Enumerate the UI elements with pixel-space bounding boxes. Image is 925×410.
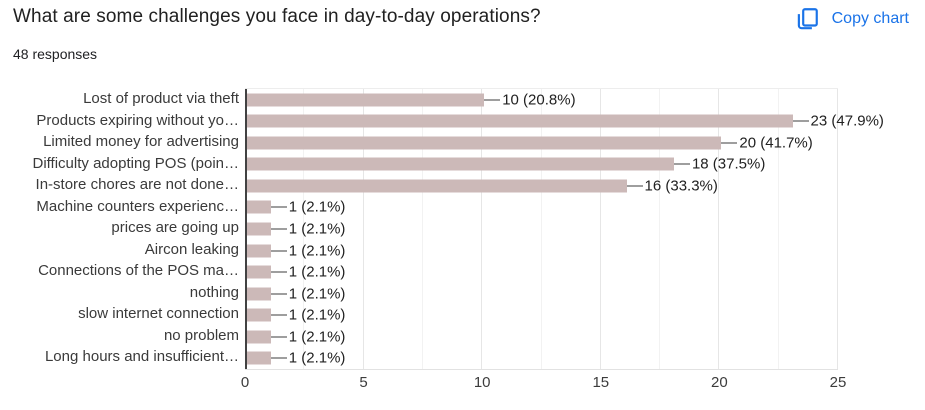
major-gridline: [718, 89, 720, 369]
major-gridline: [599, 89, 601, 369]
annotation-stem: [270, 206, 287, 209]
minor-gridline: [540, 89, 542, 369]
bar: [247, 265, 271, 279]
category-label: Difficulty adopting POS (poin…: [32, 154, 240, 172]
bar-row: 1 (2.1%): [245, 197, 838, 219]
bar-row: 1 (2.1%): [245, 283, 838, 305]
value-axis-baseline: [245, 89, 247, 369]
bar-row: 16 (33.3%): [245, 175, 838, 197]
bar: [247, 287, 271, 301]
bar-row: 1 (2.1%): [245, 304, 838, 326]
annotation-stem: [484, 98, 501, 101]
category-label: Aircon leaking: [144, 240, 239, 258]
bar: [247, 308, 271, 322]
bar: [247, 93, 485, 107]
bar: [247, 179, 627, 193]
bar-value-label: 1 (2.1%): [288, 306, 346, 324]
bar-value-label: 18 (37.5%): [691, 155, 766, 173]
bar: [247, 330, 271, 344]
bar-value-label: 1 (2.1%): [288, 285, 346, 303]
category-label: Lost of product via theft: [83, 90, 239, 107]
copy-chart-button[interactable]: Copy chart: [788, 2, 915, 36]
category-label: Products expiring without yo…: [36, 111, 239, 129]
category-label: Limited money for advertising: [43, 133, 239, 151]
category-label: Machine counters experienc…: [36, 197, 239, 215]
bar-row: 23 (47.9%): [245, 111, 884, 133]
category-label: Connections of the POS ma…: [38, 262, 239, 280]
bar: [247, 244, 271, 258]
bar-row: 1 (2.1%): [245, 326, 838, 348]
bar-value-label: 1 (2.1%): [288, 328, 346, 346]
bar-row: 1 (2.1%): [245, 240, 838, 262]
annotation-stem: [792, 120, 809, 123]
copy-icon: [794, 6, 820, 32]
bar-row: 1 (2.1%): [245, 347, 838, 369]
major-gridline: [481, 89, 483, 369]
bar-row: 1 (2.1%): [245, 218, 838, 240]
annotation-stem: [270, 227, 287, 230]
question-title: What are some challenges you face in day…: [13, 6, 541, 27]
annotation-stem: [721, 141, 738, 144]
bar-value-label: 20 (41.7%): [739, 134, 813, 152]
bar-value-label: 23 (47.9%): [810, 112, 884, 130]
minor-gridline: [659, 89, 661, 369]
bar-value-label: 1 (2.1%): [288, 198, 346, 216]
bar-value-label: 16 (33.3%): [644, 177, 718, 195]
annotation-stem: [626, 184, 643, 187]
x-tick-label: 25: [829, 374, 847, 391]
category-label: Long hours and insufficient…: [44, 348, 239, 366]
x-axis-tick-labels: 0 5 10 15 20 25: [241, 374, 847, 396]
minor-gridline: [303, 89, 305, 369]
major-gridline: [362, 89, 364, 369]
annotation-stem: [270, 335, 287, 338]
category-axis-labels: Lost of product via theft Products expiri…: [0, 88, 241, 368]
minor-gridline: [777, 89, 779, 369]
bar: [247, 136, 722, 150]
x-tick-label: 10: [473, 374, 491, 391]
plot-area: 10 (20.8%) 23 (47.9%) 20 (41.7%) 18 (37.5%)…: [245, 88, 884, 370]
bar-row: 20 (41.7%): [245, 132, 838, 154]
x-tick-label: 20: [711, 374, 728, 391]
bar: [247, 351, 271, 365]
x-tick-label: 5: [359, 374, 368, 391]
annotation-stem: [673, 163, 690, 166]
x-tick-label: 15: [592, 374, 610, 391]
category-label: no problem: [163, 326, 239, 344]
bar-value-label: 10 (20.8%): [502, 91, 576, 109]
bar-value-label: 1 (2.1%): [288, 263, 346, 281]
annotation-stem: [270, 314, 287, 317]
minor-gridline: [421, 89, 423, 369]
response-count: 48 responses: [13, 46, 98, 62]
bar: [247, 222, 271, 236]
bar: [247, 200, 271, 214]
annotation-stem: [270, 292, 287, 295]
category-label: prices are going up: [111, 219, 239, 237]
bar-value-label: 1 (2.1%): [288, 220, 346, 238]
annotation-stem: [270, 357, 287, 360]
annotation-stem: [270, 271, 287, 274]
major-gridline: [837, 89, 838, 369]
category-label: nothing: [189, 283, 239, 301]
bar-row: 1 (2.1%): [245, 261, 838, 283]
category-label: In-store chores are not done…: [35, 176, 239, 194]
bar: [247, 114, 793, 128]
bar-value-label: 1 (2.1%): [288, 242, 346, 260]
annotation-stem: [270, 249, 287, 252]
bar-row: 10 (20.8%): [245, 89, 838, 111]
category-label: slow internet connection: [78, 305, 239, 323]
x-tick-label: 0: [240, 374, 250, 391]
bar-value-label: 1 (2.1%): [288, 349, 346, 367]
bar: [247, 157, 674, 171]
copy-chart-label: Copy chart: [831, 10, 909, 27]
bar-row: 18 (37.5%): [245, 154, 838, 176]
